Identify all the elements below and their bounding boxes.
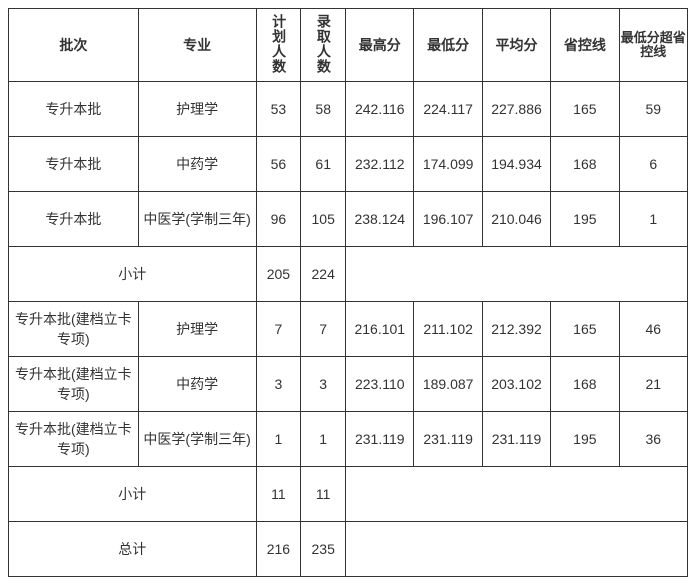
col-diff: 最低分超省控线 bbox=[619, 9, 687, 82]
cell-min: 211.102 bbox=[414, 302, 482, 357]
cell-batch: 专升本批(建档立卡专项) bbox=[9, 302, 139, 357]
cell-prov: 165 bbox=[551, 302, 619, 357]
cell-min: 231.119 bbox=[414, 412, 482, 467]
cell-major: 中医学(学制三年) bbox=[138, 192, 256, 247]
cell-prov: 195 bbox=[551, 192, 619, 247]
col-prov: 省控线 bbox=[551, 9, 619, 82]
cell-min: 174.099 bbox=[414, 137, 482, 192]
empty-cell bbox=[346, 522, 688, 577]
total-admit: 235 bbox=[301, 522, 346, 577]
col-min: 最低分 bbox=[414, 9, 482, 82]
cell-max: 231.119 bbox=[346, 412, 414, 467]
table-row: 专升本批(建档立卡专项) 中药学 3 3 223.110 189.087 203… bbox=[9, 357, 688, 412]
cell-major: 护理学 bbox=[138, 302, 256, 357]
cell-diff: 21 bbox=[619, 357, 687, 412]
cell-admit: 105 bbox=[301, 192, 346, 247]
cell-batch: 专升本批 bbox=[9, 137, 139, 192]
subtotal-label: 小计 bbox=[9, 247, 257, 302]
cell-max: 232.112 bbox=[346, 137, 414, 192]
empty-cell bbox=[346, 247, 688, 302]
admission-stats-table: 批次 专业 计划人数 录取人数 最高分 最低分 平均分 省控线 最低分超省控线 … bbox=[8, 8, 688, 577]
cell-avg: 203.102 bbox=[482, 357, 550, 412]
col-batch: 批次 bbox=[9, 9, 139, 82]
empty-cell bbox=[346, 467, 688, 522]
cell-diff: 46 bbox=[619, 302, 687, 357]
cell-batch: 专升本批(建档立卡专项) bbox=[9, 357, 139, 412]
cell-max: 242.116 bbox=[346, 82, 414, 137]
cell-avg: 210.046 bbox=[482, 192, 550, 247]
subtotal-admit: 11 bbox=[301, 467, 346, 522]
table-row: 专升本批(建档立卡专项) 中医学(学制三年) 1 1 231.119 231.1… bbox=[9, 412, 688, 467]
col-max: 最高分 bbox=[346, 9, 414, 82]
cell-plan: 3 bbox=[256, 357, 301, 412]
subtotal-label: 小计 bbox=[9, 467, 257, 522]
cell-prov: 165 bbox=[551, 82, 619, 137]
cell-plan: 53 bbox=[256, 82, 301, 137]
table-row: 专升本批(建档立卡专项) 护理学 7 7 216.101 211.102 212… bbox=[9, 302, 688, 357]
cell-avg: 231.119 bbox=[482, 412, 550, 467]
cell-prov: 195 bbox=[551, 412, 619, 467]
total-plan: 216 bbox=[256, 522, 301, 577]
cell-prov: 168 bbox=[551, 137, 619, 192]
table-row: 专升本批 护理学 53 58 242.116 224.117 227.886 1… bbox=[9, 82, 688, 137]
cell-batch: 专升本批 bbox=[9, 82, 139, 137]
cell-major: 中药学 bbox=[138, 137, 256, 192]
cell-batch: 专升本批(建档立卡专项) bbox=[9, 412, 139, 467]
cell-min: 196.107 bbox=[414, 192, 482, 247]
cell-plan: 96 bbox=[256, 192, 301, 247]
cell-admit: 3 bbox=[301, 357, 346, 412]
cell-avg: 227.886 bbox=[482, 82, 550, 137]
cell-batch: 专升本批 bbox=[9, 192, 139, 247]
cell-max: 216.101 bbox=[346, 302, 414, 357]
header-row: 批次 专业 计划人数 录取人数 最高分 最低分 平均分 省控线 最低分超省控线 bbox=[9, 9, 688, 82]
total-label: 总计 bbox=[9, 522, 257, 577]
cell-major: 中药学 bbox=[138, 357, 256, 412]
total-row: 总计 216 235 bbox=[9, 522, 688, 577]
cell-admit: 61 bbox=[301, 137, 346, 192]
cell-prov: 168 bbox=[551, 357, 619, 412]
cell-min: 224.117 bbox=[414, 82, 482, 137]
subtotal-plan: 11 bbox=[256, 467, 301, 522]
cell-avg: 194.934 bbox=[482, 137, 550, 192]
cell-avg: 212.392 bbox=[482, 302, 550, 357]
cell-major: 中医学(学制三年) bbox=[138, 412, 256, 467]
col-plan: 计划人数 bbox=[256, 9, 301, 82]
cell-max: 223.110 bbox=[346, 357, 414, 412]
cell-diff: 59 bbox=[619, 82, 687, 137]
cell-admit: 7 bbox=[301, 302, 346, 357]
subtotal-row: 小计 11 11 bbox=[9, 467, 688, 522]
col-avg: 平均分 bbox=[482, 9, 550, 82]
cell-plan: 7 bbox=[256, 302, 301, 357]
col-admit: 录取人数 bbox=[301, 9, 346, 82]
cell-plan: 1 bbox=[256, 412, 301, 467]
cell-diff: 36 bbox=[619, 412, 687, 467]
cell-min: 189.087 bbox=[414, 357, 482, 412]
col-major: 专业 bbox=[138, 9, 256, 82]
subtotal-row: 小计 205 224 bbox=[9, 247, 688, 302]
cell-admit: 58 bbox=[301, 82, 346, 137]
subtotal-plan: 205 bbox=[256, 247, 301, 302]
cell-diff: 1 bbox=[619, 192, 687, 247]
table-row: 专升本批 中医学(学制三年) 96 105 238.124 196.107 21… bbox=[9, 192, 688, 247]
cell-diff: 6 bbox=[619, 137, 687, 192]
cell-plan: 56 bbox=[256, 137, 301, 192]
table-row: 专升本批 中药学 56 61 232.112 174.099 194.934 1… bbox=[9, 137, 688, 192]
cell-admit: 1 bbox=[301, 412, 346, 467]
cell-max: 238.124 bbox=[346, 192, 414, 247]
cell-major: 护理学 bbox=[138, 82, 256, 137]
subtotal-admit: 224 bbox=[301, 247, 346, 302]
